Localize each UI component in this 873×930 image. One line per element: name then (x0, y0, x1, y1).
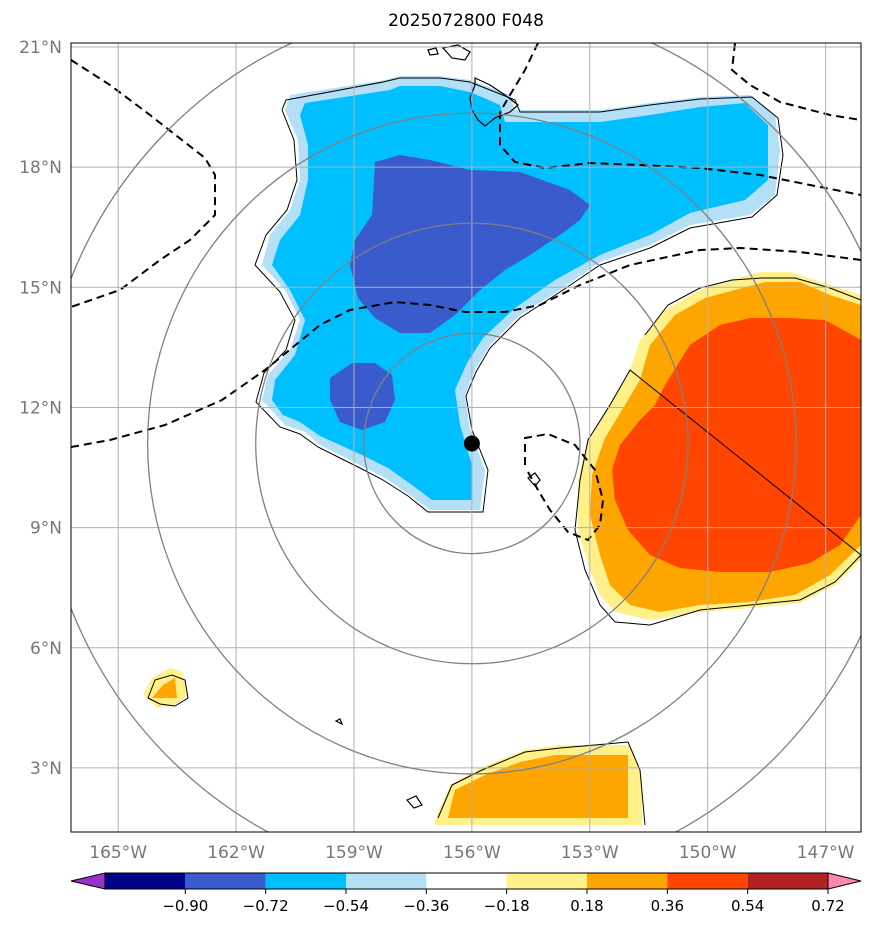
colorbar-tick-label-5: 0.18 (570, 897, 603, 915)
colorbar-tick-label-2: −0.54 (323, 897, 369, 915)
colorbar-bin-1 (105, 873, 186, 889)
positive-dark-fill (612, 318, 861, 572)
lon-tick-label-2: 159°W (325, 843, 383, 863)
island-molokai (427, 47, 439, 56)
lat-lon-gridlines (71, 43, 861, 832)
colorbar-bin-8 (667, 873, 748, 889)
dashed-contour-northeast (730, 43, 861, 121)
colorbar-tick-label-3: −0.36 (403, 897, 449, 915)
negative-dark-fill-north (350, 155, 590, 333)
colorbar-bin-3 (265, 873, 346, 889)
lon-tick-label-6: 147°W (797, 843, 855, 863)
colorbar-tick-label-1: −0.72 (243, 897, 289, 915)
positive-anomaly-fill (143, 272, 861, 825)
positive-south-medium-fill (448, 755, 628, 818)
map-title: 2025072800 F048 (388, 11, 544, 31)
range-rings (71, 43, 861, 832)
solid-contour-positive (574, 277, 861, 626)
storm-center-marker (463, 435, 480, 452)
latitude-tick-labels: 21°N 18°N 15°N 12°N 9°N 6°N 3°N (19, 38, 62, 779)
colorbar: −0.90 −0.72 −0.54 −0.36 −0.18 0.18 0.36 0.54 0.7… (70, 872, 862, 915)
dashed-contours (71, 43, 861, 542)
lon-tick-label-4: 153°W (561, 843, 619, 863)
negative-dark-fill-south (330, 363, 395, 430)
range-ring-0 (363, 332, 581, 555)
lat-tick-label-6: 3°N (30, 759, 62, 779)
solid-contour-negative (254, 77, 784, 513)
lat-tick-label-4: 9°N (30, 519, 62, 539)
island-big-island (469, 77, 519, 127)
colorbar-tick-label-4: −0.18 (484, 897, 530, 915)
solid-contour-west (147, 674, 189, 707)
lon-tick-label-1: 162°W (207, 843, 265, 863)
lat-tick-label-2: 15°N (19, 278, 62, 298)
colorbar-tick-label-6: 0.36 (651, 897, 684, 915)
colorbar-bin-6 (506, 873, 587, 889)
colorbar-tick-label-8: 0.72 (811, 897, 844, 915)
island-small-west (334, 718, 344, 726)
lat-tick-label-5: 6°N (30, 639, 62, 659)
solid-contours (147, 77, 861, 826)
dashed-contour-main (71, 246, 861, 448)
lon-tick-label-3: 156°W (443, 843, 501, 863)
lat-tick-label-3: 12°N (19, 398, 62, 418)
colorbar-extend-low (70, 872, 106, 890)
colorbar-bin-9 (747, 873, 828, 889)
lon-tick-label-0: 165°W (89, 843, 147, 863)
colorbar-bin-7 (587, 873, 668, 889)
colorbar-tick-label-7: 0.54 (731, 897, 764, 915)
island-small-south (406, 795, 423, 809)
colorbar-bin-4 (346, 873, 427, 889)
lat-tick-label-0: 21°N (19, 38, 62, 58)
range-ring-2 (146, 112, 797, 775)
dashed-contour-east-loop (524, 432, 605, 542)
colorbar-extend-high (827, 872, 862, 890)
colorbar-tick-label-0: −0.90 (162, 897, 208, 915)
colorbar-bin-2 (185, 873, 266, 889)
map-plot-area (71, 43, 861, 832)
solid-contour-south (437, 741, 646, 826)
dashed-contour-west-arc (71, 59, 216, 308)
lat-tick-label-1: 18°N (19, 158, 62, 178)
negative-anomaly-fill (262, 76, 780, 510)
dashed-contour-north (499, 43, 861, 196)
island-maui (441, 44, 471, 61)
colorbar-outline (104, 872, 829, 890)
colorbar-bin-5 (426, 873, 507, 889)
longitude-tick-labels: 165°W 162°W 159°W 156°W 153°W 150°W 147°W (89, 843, 854, 863)
map-frame (70, 42, 862, 833)
range-ring-1 (255, 222, 689, 665)
coastlines (334, 44, 541, 809)
lon-tick-label-5: 150°W (679, 843, 737, 863)
positive-west-medium-fill (152, 678, 177, 698)
island-small-east (527, 472, 541, 487)
